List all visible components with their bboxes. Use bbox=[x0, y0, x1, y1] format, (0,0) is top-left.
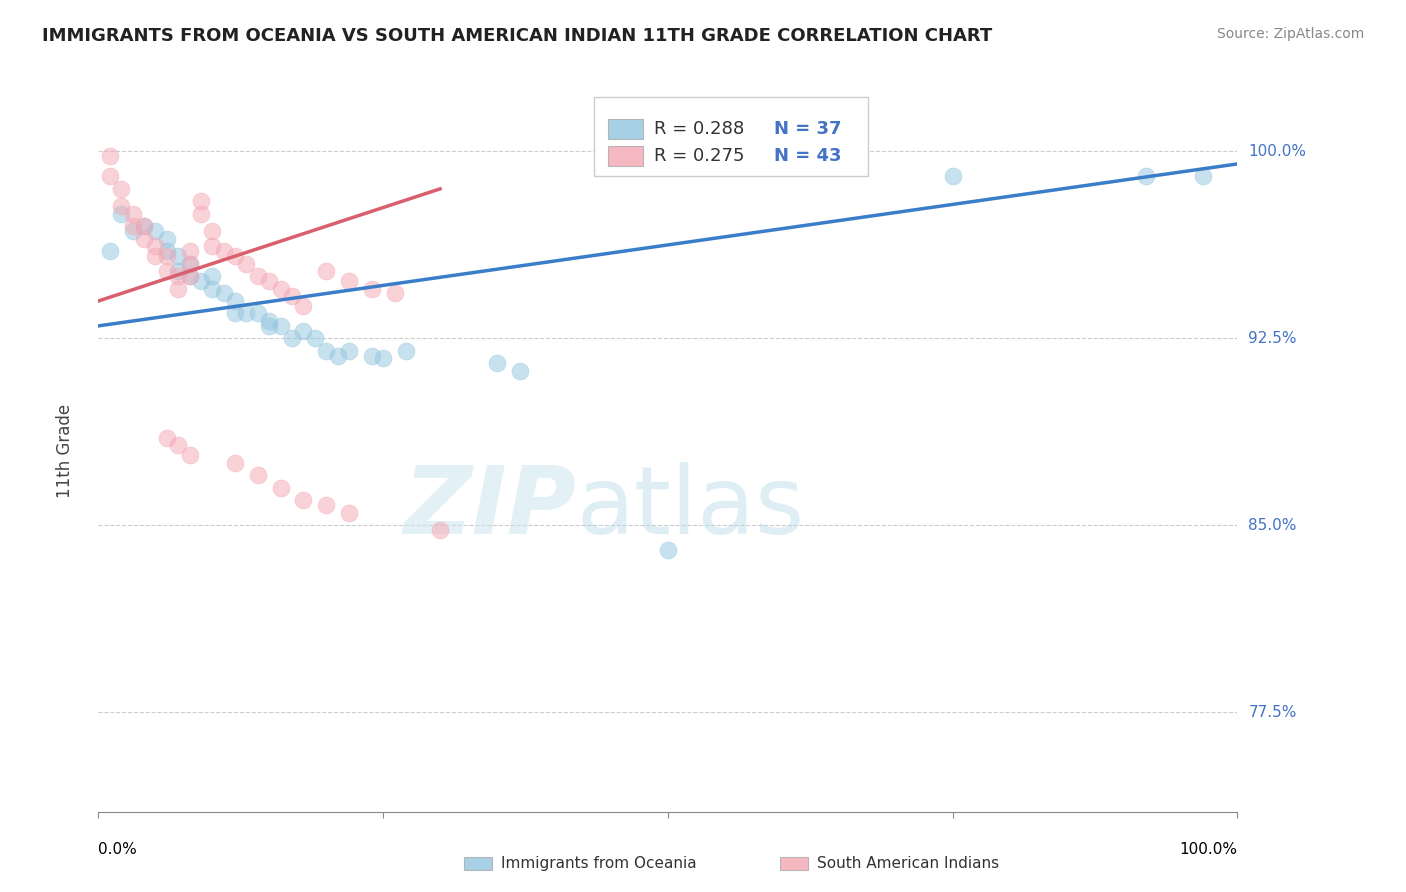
Point bbox=[132, 232, 155, 246]
Point bbox=[98, 169, 121, 184]
Point bbox=[212, 286, 235, 301]
Point bbox=[190, 194, 212, 209]
Point bbox=[98, 149, 121, 163]
Text: atlas: atlas bbox=[576, 462, 806, 554]
Point bbox=[395, 343, 418, 358]
Point bbox=[246, 306, 269, 320]
Point bbox=[167, 438, 190, 452]
Point bbox=[190, 207, 212, 221]
Point bbox=[132, 219, 155, 234]
Y-axis label: 11th Grade: 11th Grade bbox=[56, 403, 75, 498]
Point bbox=[337, 506, 360, 520]
Point bbox=[121, 224, 143, 238]
Point bbox=[201, 281, 224, 295]
Text: 85.0%: 85.0% bbox=[1249, 517, 1296, 533]
Point bbox=[110, 207, 132, 221]
Text: 92.5%: 92.5% bbox=[1249, 331, 1296, 346]
Point bbox=[156, 249, 179, 263]
Point bbox=[337, 343, 360, 358]
Point bbox=[179, 244, 201, 259]
Point bbox=[167, 264, 190, 278]
Text: 100.0%: 100.0% bbox=[1249, 144, 1306, 159]
Point bbox=[156, 244, 179, 259]
Point bbox=[315, 264, 337, 278]
Point bbox=[281, 331, 304, 345]
Text: Source: ZipAtlas.com: Source: ZipAtlas.com bbox=[1216, 27, 1364, 41]
Point bbox=[201, 224, 224, 238]
Point bbox=[371, 351, 394, 366]
Point bbox=[235, 257, 257, 271]
Point bbox=[201, 239, 224, 253]
Point bbox=[270, 281, 292, 295]
Point bbox=[235, 306, 257, 320]
Point bbox=[167, 268, 190, 283]
Point bbox=[246, 468, 269, 483]
Point bbox=[167, 281, 190, 295]
Point bbox=[201, 268, 224, 283]
Point bbox=[156, 264, 179, 278]
Point bbox=[429, 523, 451, 537]
Point bbox=[259, 318, 281, 333]
Point bbox=[259, 274, 281, 288]
Point bbox=[179, 257, 201, 271]
Point bbox=[156, 431, 179, 445]
Point bbox=[486, 356, 509, 370]
Text: 0.0%: 0.0% bbox=[98, 842, 138, 857]
Point bbox=[281, 289, 304, 303]
Point bbox=[292, 324, 315, 338]
Point bbox=[179, 268, 201, 283]
Point bbox=[259, 314, 281, 328]
Point bbox=[657, 543, 679, 558]
Point bbox=[121, 207, 143, 221]
Point bbox=[326, 349, 349, 363]
Point bbox=[292, 299, 315, 313]
Text: N = 43: N = 43 bbox=[773, 147, 841, 165]
Point bbox=[942, 169, 965, 184]
Point bbox=[167, 249, 190, 263]
Point bbox=[98, 244, 121, 259]
Text: 77.5%: 77.5% bbox=[1249, 705, 1296, 720]
Point bbox=[246, 268, 269, 283]
Text: R = 0.275: R = 0.275 bbox=[654, 147, 745, 165]
Point bbox=[145, 239, 167, 253]
Point bbox=[509, 364, 531, 378]
Point bbox=[224, 456, 246, 470]
Point bbox=[315, 498, 337, 512]
Point bbox=[145, 249, 167, 263]
Point bbox=[360, 349, 382, 363]
Point bbox=[132, 219, 155, 234]
Point bbox=[224, 249, 246, 263]
Point bbox=[315, 343, 337, 358]
Point bbox=[270, 318, 292, 333]
Text: N = 37: N = 37 bbox=[773, 120, 841, 137]
Text: South American Indians: South American Indians bbox=[817, 856, 1000, 871]
Point bbox=[179, 268, 201, 283]
Text: 100.0%: 100.0% bbox=[1180, 842, 1237, 857]
Text: IMMIGRANTS FROM OCEANIA VS SOUTH AMERICAN INDIAN 11TH GRADE CORRELATION CHART: IMMIGRANTS FROM OCEANIA VS SOUTH AMERICA… bbox=[42, 27, 993, 45]
Point bbox=[145, 224, 167, 238]
Point bbox=[110, 182, 132, 196]
Point bbox=[190, 274, 212, 288]
Point bbox=[110, 199, 132, 213]
Text: Immigrants from Oceania: Immigrants from Oceania bbox=[501, 856, 696, 871]
Point bbox=[212, 244, 235, 259]
Point bbox=[179, 257, 201, 271]
Point bbox=[224, 293, 246, 308]
Point bbox=[304, 331, 326, 345]
Point bbox=[360, 281, 382, 295]
Point bbox=[337, 274, 360, 288]
Text: R = 0.288: R = 0.288 bbox=[654, 120, 745, 137]
Point bbox=[1135, 169, 1157, 184]
Text: ZIP: ZIP bbox=[404, 462, 576, 554]
Point bbox=[121, 219, 143, 234]
Point bbox=[1192, 169, 1215, 184]
Point bbox=[270, 481, 292, 495]
Point bbox=[384, 286, 406, 301]
Point bbox=[179, 449, 201, 463]
Point bbox=[224, 306, 246, 320]
Point bbox=[156, 232, 179, 246]
Point bbox=[292, 493, 315, 508]
